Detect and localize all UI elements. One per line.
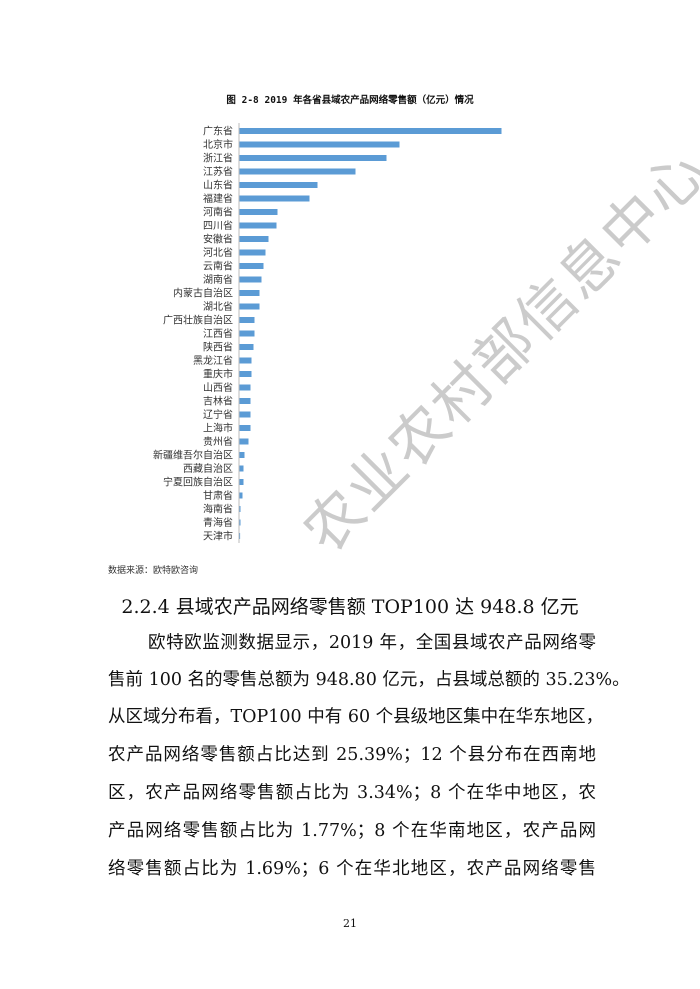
bar — [239, 317, 255, 323]
chart-title: 图 2-8 2019 年各省县域农产品网络零售额（亿元）情况 — [226, 95, 474, 106]
category-label: 湖北省 — [203, 300, 233, 313]
category-label: 辽宁省 — [203, 408, 233, 421]
bar — [239, 492, 243, 499]
paragraph-line: 售前 100 名的零售总额为 948.80 亿元，占县域总额的 35.23%。 — [108, 670, 630, 690]
bar-chart: 广东省北京市浙江省江苏省山东省福建省河南省四川省安徽省河北省云南省湖南省内蒙古自… — [153, 123, 502, 543]
bar — [239, 236, 269, 242]
category-label: 海南省 — [203, 503, 233, 516]
category-label: 广西壮族自治区 — [163, 314, 233, 327]
category-label: 浙江省 — [203, 152, 233, 165]
bar — [239, 479, 244, 485]
bar — [239, 303, 260, 310]
bar — [239, 411, 251, 418]
bar — [239, 465, 244, 472]
bar — [239, 452, 245, 458]
paragraph-line: 络零售额占比为 1.69%；6 个在华北地区，农产品网络零售 — [108, 859, 596, 879]
data-source-note: 数据来源：欧特欧咨询 — [108, 566, 199, 576]
category-label: 广东省 — [203, 125, 233, 138]
paragraph-line: 区，农产品网络零售额占比为 3.34%；8 个在华中地区，农 — [108, 783, 596, 803]
bar — [239, 222, 277, 229]
bar — [239, 533, 241, 539]
bar — [239, 438, 249, 445]
category-label: 江西省 — [203, 327, 233, 340]
bar — [239, 263, 264, 269]
bar — [239, 344, 254, 350]
section-heading: 2.2.4 县域农产品网络零售额 TOP100 达 948.8 亿元 — [121, 596, 579, 618]
category-label: 江苏省 — [203, 165, 233, 178]
category-label: 河南省 — [203, 206, 233, 219]
category-label: 云南省 — [203, 260, 233, 273]
category-label: 宁夏回族自治区 — [163, 476, 233, 489]
bar — [239, 209, 278, 215]
category-label: 新疆维吾尔自治区 — [153, 449, 233, 462]
category-label: 重庆市 — [203, 368, 233, 381]
bar — [239, 128, 502, 134]
category-label: 山东省 — [203, 179, 233, 192]
page-number: 21 — [343, 917, 357, 930]
paragraph-line: 农产品网络零售额占比达到 25.39%；12 个县分布在西南地 — [108, 745, 596, 765]
category-label: 湖南省 — [203, 273, 233, 286]
category-label: 内蒙古自治区 — [173, 287, 233, 300]
paragraph-line: 欧特欧监测数据显示，2019 年，全国县域农产品网络零 — [148, 633, 596, 653]
category-label: 四川省 — [203, 219, 233, 232]
bar — [239, 371, 252, 377]
category-label: 甘肃省 — [203, 489, 233, 502]
bar — [239, 155, 387, 161]
category-label: 山西省 — [203, 381, 233, 394]
bar — [239, 249, 266, 256]
category-label: 福建省 — [203, 192, 233, 205]
category-label: 贵州省 — [203, 435, 233, 448]
bar — [239, 519, 241, 526]
category-label: 天津市 — [203, 530, 233, 543]
paragraph-line: 从区域分布看，TOP100 中有 60 个县级地区集中在华东地区， — [108, 707, 604, 727]
category-label: 西藏自治区 — [183, 462, 233, 475]
category-label: 安徽省 — [203, 233, 233, 246]
bar — [239, 182, 318, 188]
paragraph-line: 产品网络零售额占比为 1.77%；8 个在华南地区，农产品网 — [108, 821, 596, 841]
category-label: 黑龙江省 — [193, 354, 233, 367]
bar — [239, 398, 251, 404]
bar — [239, 506, 241, 512]
bar — [239, 384, 251, 391]
bar — [239, 168, 356, 175]
bar — [239, 276, 262, 283]
bar — [239, 330, 255, 337]
bar — [239, 357, 252, 364]
bar — [239, 290, 260, 296]
bar — [239, 425, 251, 431]
category-label: 北京市 — [203, 138, 233, 151]
category-label: 吉林省 — [203, 395, 233, 408]
bar — [239, 141, 400, 148]
category-label: 陕西省 — [203, 341, 233, 354]
category-label: 青海省 — [203, 516, 233, 529]
category-label: 河北省 — [203, 246, 233, 259]
category-label: 上海市 — [203, 422, 233, 435]
bar — [239, 195, 310, 202]
